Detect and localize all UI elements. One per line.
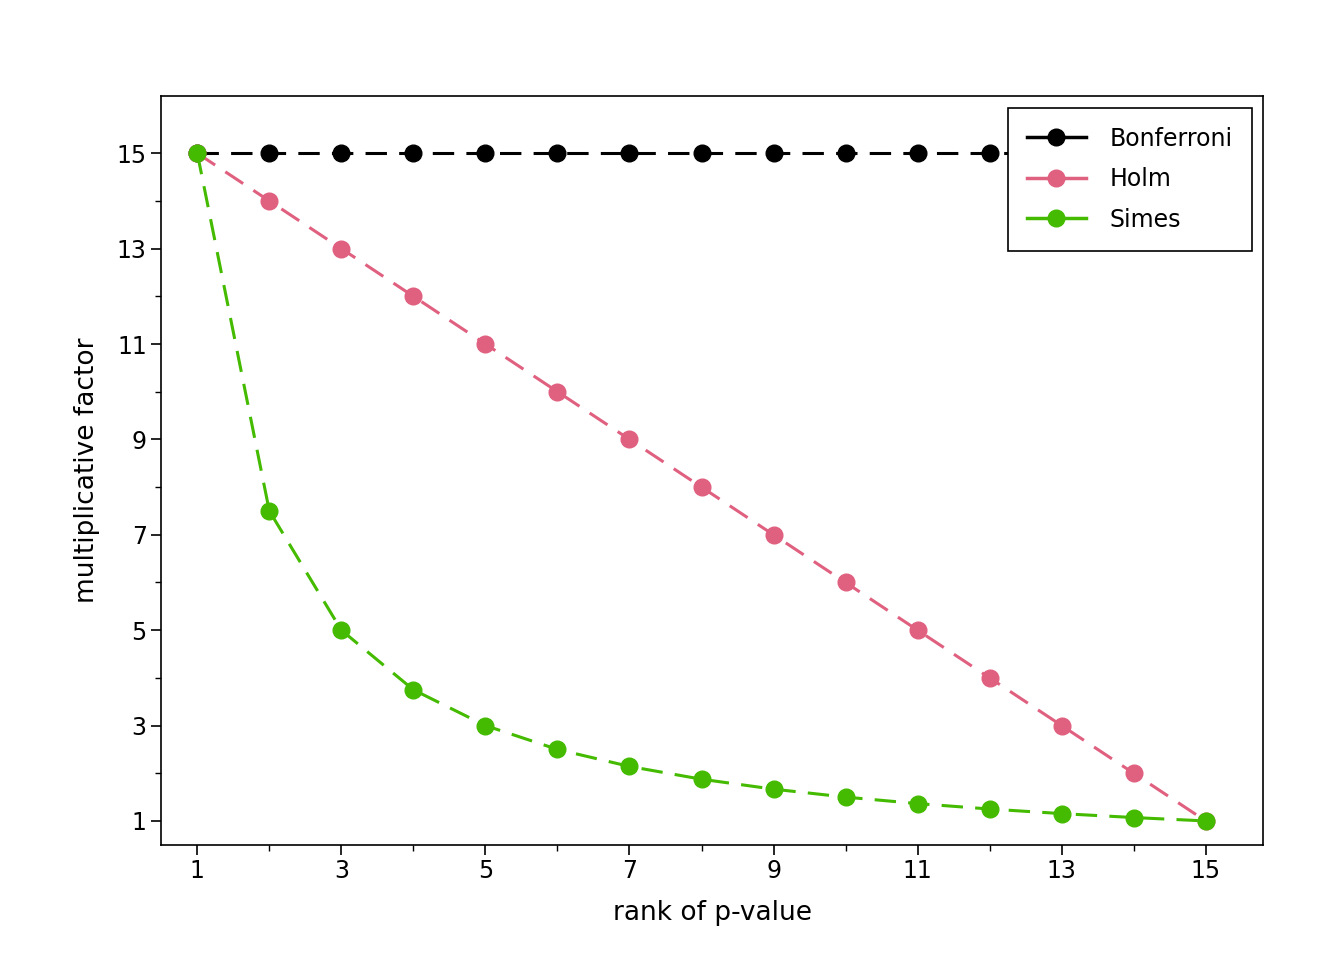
Simes: [837, 791, 853, 803]
Bonferroni: [477, 148, 493, 159]
Line: Bonferroni: Bonferroni: [190, 145, 1214, 161]
Simes: [694, 774, 710, 785]
Bonferroni: [694, 148, 710, 159]
Holm: [837, 577, 853, 588]
Simes: [477, 720, 493, 732]
Bonferroni: [1054, 148, 1070, 159]
Holm: [621, 434, 637, 445]
Bonferroni: [1198, 148, 1214, 159]
Simes: [766, 783, 782, 795]
Holm: [261, 195, 277, 206]
Holm: [1126, 767, 1142, 779]
Holm: [550, 386, 566, 397]
X-axis label: rank of p-value: rank of p-value: [613, 900, 812, 926]
Holm: [333, 243, 349, 254]
Bonferroni: [910, 148, 926, 159]
Bonferroni: [333, 148, 349, 159]
Bonferroni: [837, 148, 853, 159]
Simes: [621, 760, 637, 772]
Holm: [406, 291, 422, 302]
Simes: [333, 624, 349, 636]
Simes: [1198, 815, 1214, 827]
Holm: [981, 672, 997, 684]
Holm: [190, 148, 206, 159]
Simes: [1054, 808, 1070, 820]
Holm: [1054, 720, 1070, 732]
Bonferroni: [261, 148, 277, 159]
Bonferroni: [981, 148, 997, 159]
Holm: [1198, 815, 1214, 827]
Bonferroni: [550, 148, 566, 159]
Bonferroni: [1126, 148, 1142, 159]
Simes: [190, 148, 206, 159]
Bonferroni: [406, 148, 422, 159]
Simes: [261, 505, 277, 516]
Holm: [766, 529, 782, 540]
Legend: Bonferroni, Holm, Simes: Bonferroni, Holm, Simes: [1008, 108, 1251, 251]
Simes: [550, 744, 566, 756]
Simes: [910, 798, 926, 809]
Simes: [981, 804, 997, 815]
Bonferroni: [766, 148, 782, 159]
Line: Simes: Simes: [190, 145, 1214, 829]
Simes: [1126, 812, 1142, 824]
Simes: [406, 684, 422, 696]
Holm: [910, 624, 926, 636]
Holm: [477, 338, 493, 349]
Holm: [694, 481, 710, 492]
Bonferroni: [621, 148, 637, 159]
Y-axis label: multiplicative factor: multiplicative factor: [74, 338, 99, 603]
Line: Holm: Holm: [190, 145, 1214, 829]
Bonferroni: [190, 148, 206, 159]
